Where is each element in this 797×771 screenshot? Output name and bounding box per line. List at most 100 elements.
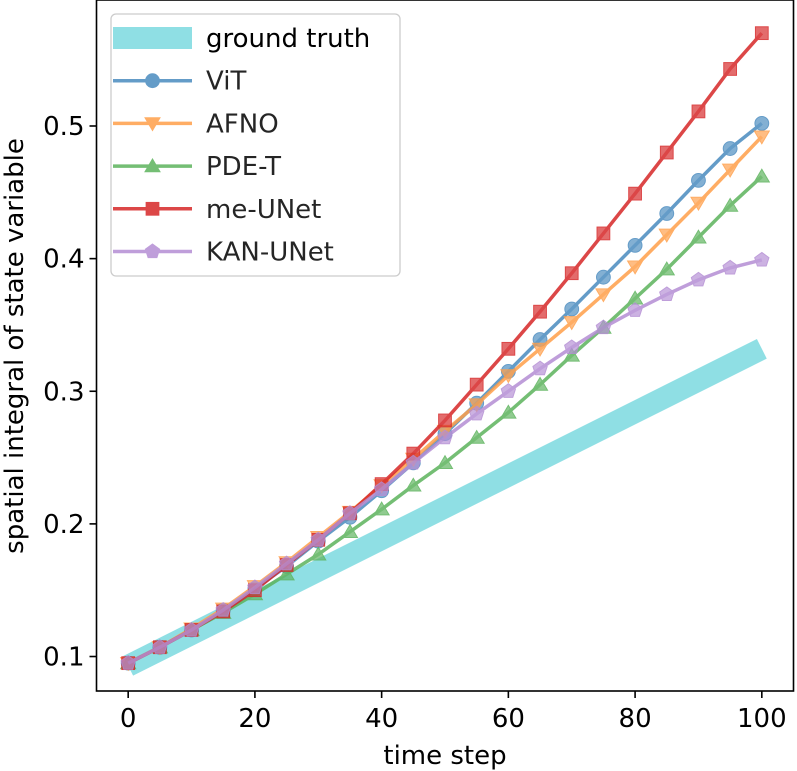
- y-tick-label: 0.1: [43, 643, 84, 673]
- legend-label: KAN-UNet: [206, 238, 334, 268]
- data-point-kan-unet: [437, 429, 453, 445]
- data-point-vit: [596, 269, 611, 285]
- y-axis: 0.1 0.2 0.3 0.4 0.5: [43, 112, 97, 673]
- legend-item-ground-truth: ground truth: [113, 24, 370, 54]
- x-axis-label: time step: [383, 741, 506, 771]
- data-point-pde-t: [499, 404, 517, 419]
- data-point-pde-t: [753, 168, 771, 183]
- data-point-pde-t: [404, 477, 422, 492]
- data-point-kan-unet: [247, 579, 263, 595]
- data-point-pde-t: [373, 501, 391, 516]
- data-point-me-unet: [659, 145, 674, 160]
- data-point-afno: [563, 316, 581, 331]
- x-tick-label: 80: [619, 704, 652, 734]
- data-point-kan-unet: [564, 339, 580, 355]
- data-point-me-unet: [628, 186, 642, 201]
- y-tick-label: 0.3: [43, 377, 84, 407]
- series-ground-truth: [123, 338, 767, 676]
- data-point-afno: [626, 260, 644, 275]
- data-point-vit: [627, 237, 643, 253]
- y-tick-label: 0.4: [43, 245, 84, 275]
- legend-marker: [144, 157, 161, 173]
- data-point-kan-unet: [627, 302, 643, 317]
- x-tick-label: 40: [365, 704, 398, 734]
- series-pde-t: [119, 168, 771, 670]
- data-point-kan-unet: [342, 505, 358, 520]
- y-axis-label: spatial integral of state variable: [0, 138, 30, 554]
- data-point-kan-unet: [310, 531, 326, 547]
- data-point-kan-unet: [278, 555, 295, 571]
- series-layer: [119, 26, 771, 676]
- legend-marker: [144, 117, 161, 132]
- data-point-pde-t: [563, 347, 581, 362]
- data-point-me-unet: [564, 266, 579, 281]
- plot-frame: [95, 0, 795, 692]
- data-point-kan-unet: [690, 271, 707, 287]
- data-point-afno: [721, 163, 739, 178]
- data-point-afno: [468, 398, 486, 413]
- data-point-vit: [564, 301, 580, 317]
- series-kan-unet: [120, 251, 770, 670]
- data-point-kan-unet: [120, 655, 136, 670]
- legend-label: ground truth: [206, 24, 370, 54]
- data-point-pde-t: [531, 376, 549, 391]
- data-point-vit: [754, 115, 770, 131]
- legend-marker: [144, 243, 161, 259]
- legend-item-vit: ViT: [113, 67, 246, 97]
- data-point-kan-unet: [215, 601, 231, 617]
- data-point-kan-unet: [183, 621, 200, 637]
- data-point-me-unet: [469, 377, 484, 392]
- data-point-kan-unet: [595, 319, 612, 335]
- data-point-kan-unet: [405, 454, 422, 470]
- legend-label: AFNO: [206, 109, 279, 139]
- data-point-pde-t: [341, 523, 359, 538]
- data-point-vit: [659, 206, 675, 221]
- y-tick-label: 0.5: [43, 112, 84, 142]
- data-point-me-unet: [501, 341, 516, 356]
- data-point-me-unet: [533, 304, 547, 319]
- data-point-afno: [690, 196, 707, 212]
- legend-marker: [145, 201, 160, 216]
- legend-label: ViT: [206, 67, 246, 97]
- legend-item-pde-t: PDE-T: [113, 152, 281, 182]
- data-point-kan-unet: [500, 383, 517, 398]
- data-point-me-unet: [438, 413, 452, 428]
- data-point-pde-t: [658, 261, 676, 276]
- data-point-pde-t: [468, 429, 486, 444]
- data-point-afno: [531, 342, 549, 357]
- x-tick-label: 60: [492, 704, 525, 734]
- data-point-pde-t: [436, 454, 454, 470]
- series-line-ground-truth: [123, 338, 767, 676]
- x-tick-label: 100: [737, 704, 787, 734]
- data-point-kan-unet: [152, 639, 168, 654]
- x-tick-label: 20: [238, 704, 271, 734]
- data-point-vit: [691, 172, 706, 188]
- data-point-pde-t: [278, 566, 295, 581]
- data-point-me-unet: [754, 26, 769, 41]
- data-point-kan-unet: [659, 286, 675, 302]
- x-tick-label: 0: [120, 704, 137, 734]
- data-point-afno: [499, 369, 517, 384]
- data-point-pde-t: [721, 197, 739, 212]
- legend-item-me-unet: me-UNet: [113, 195, 321, 225]
- legend-label: me-UNet: [206, 195, 321, 225]
- legend: ground truth ViT AFNO PDE-T me-UNet KAN-UNet: [110, 13, 401, 277]
- data-point-kan-unet: [468, 405, 485, 421]
- data-point-me-unet: [596, 226, 611, 241]
- data-point-kan-unet: [532, 360, 548, 376]
- data-point-vit: [722, 141, 738, 156]
- data-point-afno: [753, 130, 771, 145]
- data-point-pde-t: [309, 546, 327, 561]
- data-point-afno: [595, 288, 612, 303]
- data-point-kan-unet: [373, 481, 390, 496]
- legend-label: PDE-T: [206, 152, 281, 182]
- x-axis: 0 20 40 60 80 100: [120, 691, 787, 734]
- data-point-pde-t: [690, 229, 707, 244]
- data-point-kan-unet: [754, 251, 770, 267]
- data-point-afno: [658, 228, 676, 243]
- data-point-me-unet: [723, 62, 738, 76]
- data-point-kan-unet: [722, 259, 738, 275]
- data-point-me-unet: [691, 104, 706, 119]
- y-tick-label: 0.2: [43, 510, 84, 540]
